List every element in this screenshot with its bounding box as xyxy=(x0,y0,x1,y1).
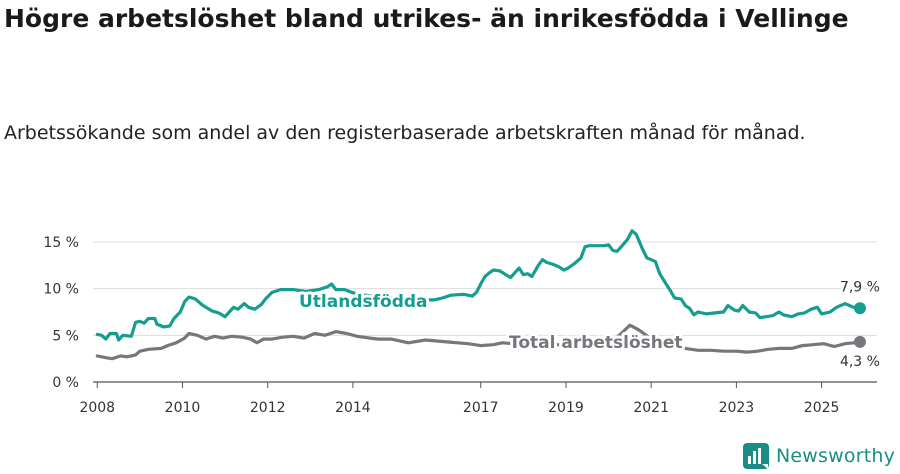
series-label-utlandsfodda: Utlandsfödda xyxy=(299,292,428,312)
newsworthy-logo[interactable]: Newsworthy xyxy=(743,441,895,471)
x-tick-label: 2010 xyxy=(165,400,201,416)
chart-title: Högre arbetslöshet bland utrikes- än inr… xyxy=(4,4,849,33)
newsworthy-logo-text: Newsworthy xyxy=(776,445,896,467)
x-tick-label: 2008 xyxy=(79,400,115,416)
x-tick-label: 2021 xyxy=(633,400,669,416)
end-point-utlandsfodda xyxy=(853,302,866,315)
x-tick-label: 2017 xyxy=(463,400,499,416)
newsworthy-logo-icon xyxy=(743,443,769,469)
x-tick-label: 2025 xyxy=(804,400,840,416)
series-line-utlandsfodda xyxy=(95,229,862,342)
chart-subtitle: Arbetssökande som andel av den registerb… xyxy=(4,122,806,144)
x-tick-label: 2014 xyxy=(335,400,371,416)
series-label-total: Total arbetslöshet xyxy=(509,333,683,353)
x-tick-label: 2019 xyxy=(548,400,584,416)
end-value-label-total: 4,3 % xyxy=(840,354,880,370)
end-point-total xyxy=(853,335,866,348)
x-tick-label: 2023 xyxy=(719,400,755,416)
y-tick-label: 5 % xyxy=(52,328,79,344)
series-line-total xyxy=(95,323,862,361)
y-tick-label: 15 % xyxy=(43,235,79,251)
x-tick-label: 2012 xyxy=(250,400,286,416)
y-tick-label: 0 % xyxy=(52,375,79,391)
y-tick-label: 10 % xyxy=(43,282,79,298)
end-value-label-utlandsfodda: 7,9 % xyxy=(840,279,880,295)
